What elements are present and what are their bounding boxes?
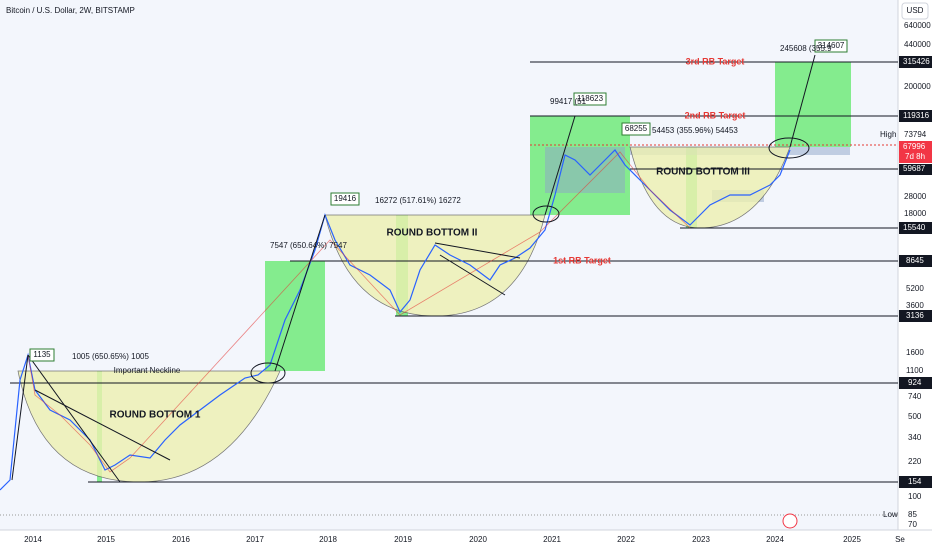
levels <box>0 61 898 516</box>
symbol-title: Bitcoin / U.S. Dollar, 2W, BITSTAMP <box>6 6 135 15</box>
price-label: 340 <box>908 433 922 442</box>
currency-button[interactable] <box>901 2 929 20</box>
time-label: 2024 <box>766 535 784 544</box>
trend-lines <box>11 54 816 483</box>
target-label: 2nd RB Target <box>685 110 746 120</box>
price-label: 3600 <box>906 301 924 310</box>
price-label: 100 <box>908 492 922 501</box>
peak-label: 118623 <box>577 94 604 103</box>
peak-box <box>573 92 607 106</box>
time-label: 2019 <box>394 535 412 544</box>
price-path-shadow <box>27 151 691 473</box>
price-label: 924 <box>908 378 922 387</box>
price-label: 1100 <box>906 366 924 375</box>
time-label: 2025 <box>843 535 861 544</box>
time-label: 2023 <box>692 535 710 544</box>
measure-label: 54453 (355.96%) 54453 <box>652 126 738 135</box>
peak-box <box>621 122 651 136</box>
measure-label: 7547 (650.64%) 7547 <box>270 241 348 250</box>
peak-box <box>814 39 848 53</box>
target-label: 3rd RB Target <box>686 56 745 66</box>
price-label: 73794 <box>904 130 927 139</box>
time-label: 2014 <box>24 535 42 544</box>
price-tag <box>899 255 932 267</box>
peak-label: 19416 <box>334 194 357 203</box>
price-label: 500 <box>908 412 922 421</box>
time-label: 2022 <box>617 535 635 544</box>
price-label: 28000 <box>904 192 927 201</box>
time-label: 2020 <box>469 535 487 544</box>
price-label: 8645 <box>906 256 924 265</box>
price-label: 440000 <box>904 40 931 49</box>
peak-label: 1135 <box>33 350 51 359</box>
price-tag <box>899 164 932 175</box>
price-label: 220 <box>908 457 922 466</box>
price-label: 67996 <box>903 142 926 151</box>
price-tag <box>899 476 932 488</box>
price-label: 18000 <box>904 209 927 218</box>
price-axis-bg <box>898 0 932 550</box>
measure-label: 1005 (650.65%) 1005 <box>72 352 150 361</box>
time-label: 2021 <box>543 535 561 544</box>
price-label: 3136 <box>906 311 924 320</box>
time-label: 2018 <box>319 535 337 544</box>
price-tag <box>899 110 932 122</box>
pattern-label: ROUND BOTTOM 1 <box>110 410 201 421</box>
event-icon[interactable] <box>782 513 798 529</box>
pattern-label: ROUND BOTTOM II <box>387 228 478 239</box>
price-label: 315426 <box>903 57 930 66</box>
countdown: 7d 8h <box>905 152 925 161</box>
price-label: 119316 <box>903 111 930 120</box>
price-label: 59687 <box>903 164 926 173</box>
peak-box <box>29 348 55 362</box>
time-label: 2016 <box>172 535 190 544</box>
peak-box <box>330 192 360 206</box>
price-tag <box>899 56 932 68</box>
price-label: 154 <box>908 477 922 486</box>
time-label: 2015 <box>97 535 115 544</box>
pattern-label: ROUND BOTTOM III <box>656 167 750 178</box>
price-label: 70 <box>908 520 917 529</box>
peak-label: 314607 <box>818 41 845 50</box>
price-tag-current <box>899 141 932 163</box>
price-label: 200000 <box>904 82 931 91</box>
high-label: High <box>880 130 896 139</box>
measure-label: 16272 (517.61%) 16272 <box>375 196 461 205</box>
price-label: 5200 <box>906 284 924 293</box>
price-label: 85 <box>908 510 917 519</box>
price-label: 640000 <box>904 21 931 30</box>
time-axis: 2014 2015 2016 2017 2018 2019 2020 2021 … <box>24 535 905 544</box>
measure-label: 245608 (355.9 <box>780 44 832 53</box>
time-label: Se <box>895 535 905 544</box>
price-tag <box>899 222 932 234</box>
price-tag <box>899 310 932 322</box>
time-label: 2017 <box>246 535 264 544</box>
price-tag <box>899 377 932 389</box>
price-label: 1600 <box>906 348 924 357</box>
price-label: 15540 <box>903 223 926 232</box>
target-label: 1st RB Target <box>553 255 611 265</box>
peak-label: 68255 <box>625 124 648 133</box>
low-label: Low <box>883 510 898 519</box>
price-axis: 640000 440000 315426 200000 119316 High … <box>880 21 932 529</box>
measure-label: 99417 (51 <box>550 97 587 106</box>
neckline-label: Important Neckline <box>114 366 181 375</box>
currency[interactable]: USD <box>907 6 924 15</box>
price-label: 740 <box>908 392 922 401</box>
